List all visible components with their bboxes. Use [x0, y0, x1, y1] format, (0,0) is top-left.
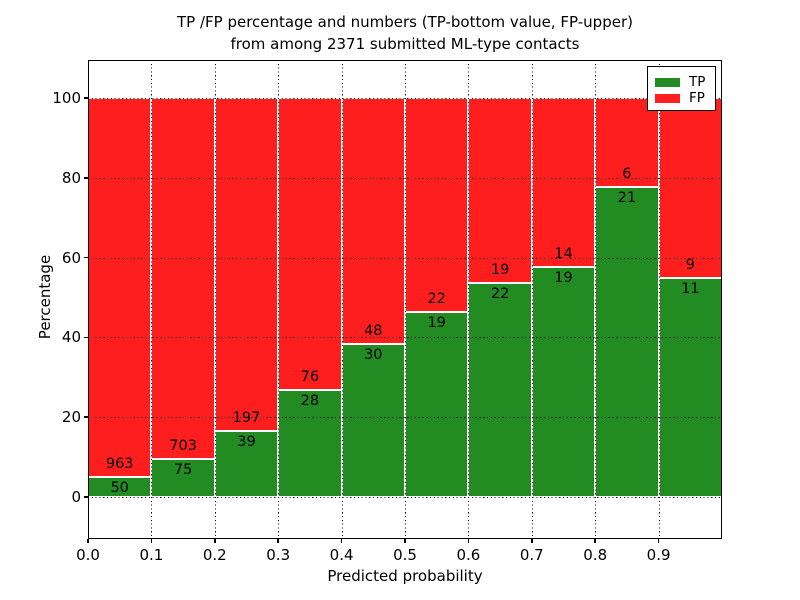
- bar-count-label-fp: 22: [427, 291, 446, 308]
- grid-v-line: [214, 60, 216, 539]
- bar-segment-fp: [341, 98, 405, 344]
- tp-legend-label: TP: [689, 74, 706, 90]
- bar-count-label-fp: 703: [169, 437, 197, 454]
- bar-segment-fp: [214, 98, 279, 432]
- x-tick: [531, 539, 533, 543]
- bar-segment-fp: [151, 98, 215, 459]
- legend-entry-tp: TP: [655, 74, 709, 90]
- y-tick: [84, 416, 88, 418]
- grid-v-line: [341, 60, 343, 539]
- bar-count-label-fp: 6: [622, 165, 632, 182]
- grid-h-line: [88, 98, 722, 99]
- y-tick: [84, 256, 88, 259]
- grid-v-line: [405, 60, 406, 539]
- bar-segment-tp: [214, 431, 279, 497]
- x-tick-label: 0.7: [519, 546, 544, 564]
- bar-count-label-tp: 30: [364, 346, 383, 363]
- bar-segment-tp: [151, 458, 215, 497]
- y-tick-label: 100: [52, 89, 81, 107]
- grid-h-line: [88, 177, 722, 179]
- x-tick: [277, 539, 279, 543]
- bar-count-label-fp: 197: [232, 410, 261, 427]
- bar-count-label-tp: 50: [110, 480, 129, 497]
- grid-v-line: [278, 60, 280, 539]
- grid-h-line: [88, 417, 722, 419]
- x-tick-label: 0.0: [76, 546, 100, 564]
- bar-count-label-tp: 19: [554, 270, 573, 287]
- x-tick-label: 0.5: [393, 546, 417, 564]
- bar-segment-fp: [405, 98, 469, 313]
- grid-h-line: [88, 257, 722, 259]
- bar-segment-fp: [88, 98, 152, 478]
- bar-segment-tp: [531, 267, 596, 497]
- x-tick-label: 0.6: [456, 546, 481, 564]
- y-tick-label: 40: [61, 328, 81, 347]
- fp-legend-label: FP: [689, 90, 705, 106]
- bar-segment-fp: [531, 98, 596, 268]
- y-tick-label: 60: [61, 248, 81, 267]
- grid-v-line: [531, 60, 533, 539]
- y-tick: [84, 336, 88, 339]
- x-tick: [150, 539, 153, 543]
- y-tick: [84, 496, 88, 498]
- legend: TP FP: [647, 66, 716, 111]
- bar-count-label-tp: 21: [617, 189, 637, 206]
- x-tick-label: 0.9: [646, 546, 671, 564]
- bar-segment-tp: [341, 343, 405, 497]
- x-tick: [340, 539, 343, 543]
- grid-h-line: [88, 337, 722, 339]
- grid-v-line: [151, 60, 153, 539]
- y-tick-label: 80: [61, 168, 81, 187]
- fp-legend-swatch: [655, 93, 680, 103]
- bar-count-label-tp: 22: [490, 285, 510, 302]
- plot-area: TP FP 50 963 75 703 39 197 28 76 30 48 19 22 22 19 19 1…: [88, 60, 722, 539]
- x-tick-label: 0.1: [139, 546, 164, 564]
- x-tick: [404, 539, 406, 543]
- x-tick: [467, 539, 470, 543]
- bar-segment-tp: [405, 312, 469, 497]
- bar-count-label-tp: 28: [300, 392, 320, 409]
- x-tick-label: 0.3: [266, 546, 291, 564]
- chart-title-line2: from among 2371 submitted ML-type contac…: [230, 35, 580, 53]
- bar-count-label-tp: 19: [427, 315, 446, 332]
- bar-count-label-fp: 963: [105, 456, 134, 473]
- bar-segment-tp: [595, 186, 659, 497]
- legend-entry-fp: FP: [655, 90, 709, 106]
- bar-segment-fp: [278, 98, 342, 390]
- bar-count-label-fp: 48: [364, 322, 383, 339]
- chart-title-line1: TP /FP percentage and numbers (TP-bottom…: [177, 13, 633, 31]
- y-tick-label: 0: [71, 488, 81, 506]
- axes-frame: [88, 60, 722, 539]
- bar-segment-tp: [468, 282, 532, 497]
- chart-title: TP /FP percentage and numbers (TP-bottom…: [88, 11, 722, 55]
- x-tick-label: 0.4: [329, 546, 354, 564]
- x-tick: [214, 539, 216, 543]
- x-tick-label: 0.8: [583, 546, 608, 564]
- grid-v-line: [468, 60, 470, 539]
- y-tick: [84, 177, 88, 179]
- bar-count-label-tp: 75: [173, 461, 193, 478]
- grid-h-line: [88, 497, 722, 498]
- x-axis-label: Predicted probability: [327, 567, 483, 585]
- bar-count-label-tp: 39: [237, 434, 256, 451]
- grid-v-line: [595, 60, 597, 539]
- bar-count-label-fp: 76: [300, 368, 320, 385]
- x-tick: [87, 539, 89, 543]
- bar-count-label-fp: 14: [554, 246, 573, 263]
- y-tick: [84, 97, 88, 99]
- x-tick-label: 0.2: [202, 546, 227, 564]
- y-tick-label: 20: [61, 408, 81, 427]
- x-tick: [594, 539, 596, 543]
- bar-count-label-fp: 9: [685, 256, 695, 273]
- bar-count-label-fp: 19: [490, 261, 510, 278]
- bar-count-label-tp: 11: [681, 280, 700, 297]
- x-tick: [657, 539, 660, 543]
- grid-v-line: [658, 60, 660, 539]
- tp-legend-swatch: [655, 77, 680, 87]
- y-axis-label: Percentage: [36, 254, 54, 340]
